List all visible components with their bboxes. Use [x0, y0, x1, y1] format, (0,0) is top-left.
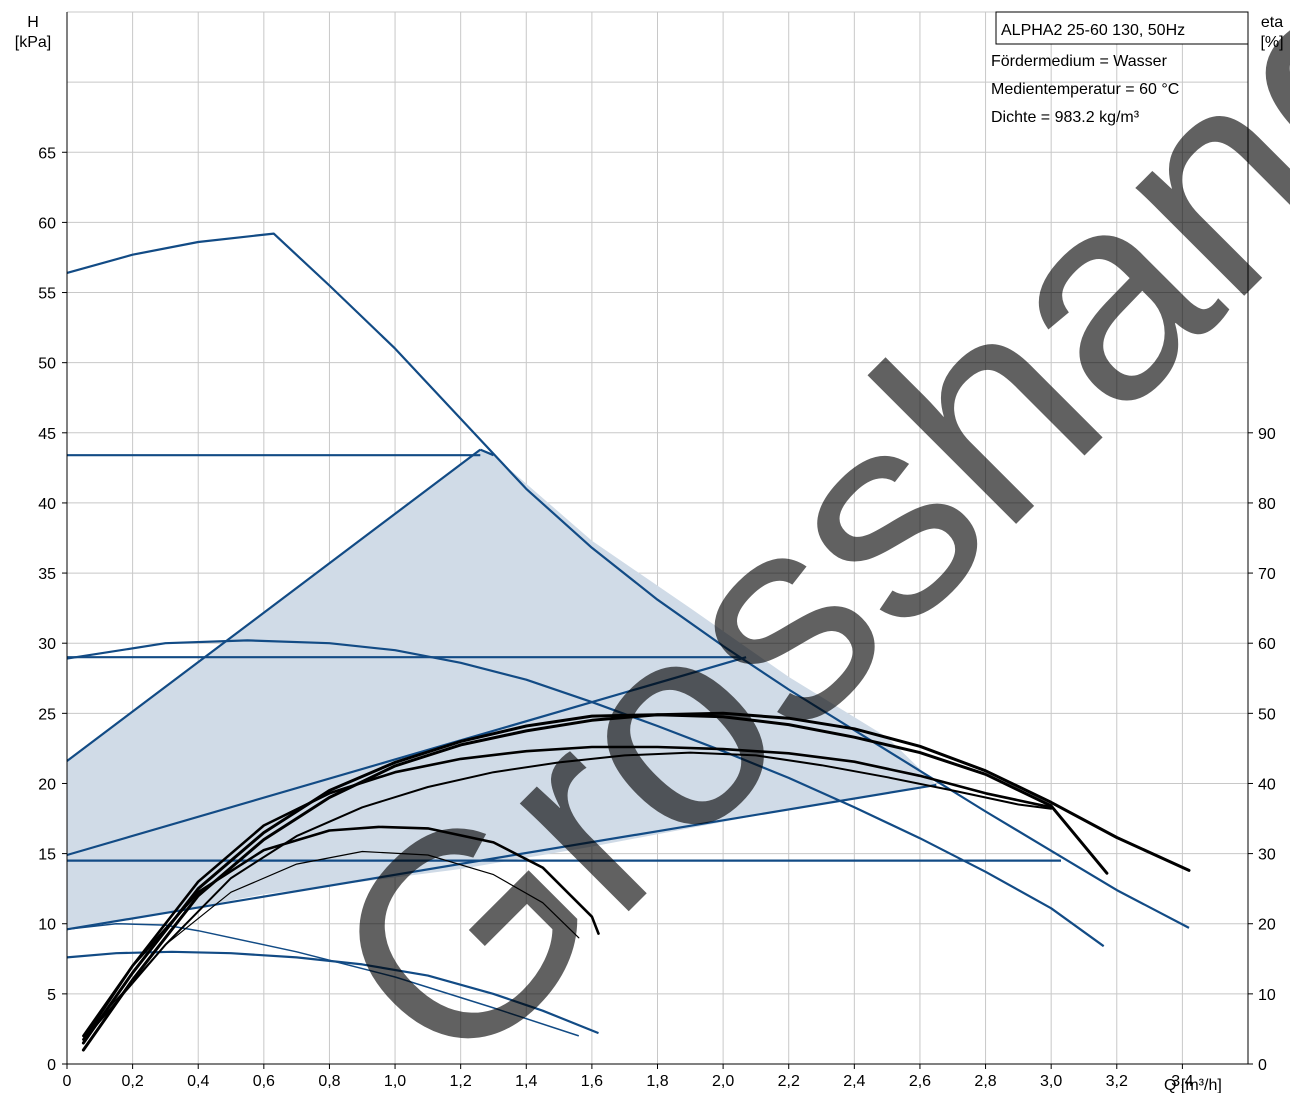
operating-region	[67, 449, 937, 930]
y-right-axis-label-symbol: eta	[1261, 14, 1283, 31]
efficiency-curve-5	[82, 825, 600, 1038]
y-left-tick-label: 40	[38, 496, 56, 513]
info-box-line-2: Medientemperatur = 60 °C	[991, 81, 1179, 98]
y-left-tick-labels: 0 5 10 15 20 25 30 35 40 45 50 55 60 65	[38, 145, 67, 1074]
y-right-tick-label: 50	[1258, 706, 1276, 723]
efficiency-curve-3	[82, 745, 1053, 1041]
x-tick-label: 0,4	[187, 1073, 209, 1090]
x-tick-label: 2,4	[843, 1073, 865, 1090]
x-tick-label: 2,2	[778, 1073, 800, 1090]
efficiency-curves-layer	[81, 711, 1191, 1052]
x-tick-label: 2,0	[712, 1073, 734, 1090]
y-left-tick-label: 60	[38, 215, 56, 232]
y-right-tick-label: 30	[1258, 847, 1276, 864]
y-left-tick-label: 20	[38, 776, 56, 793]
head-curve-9	[66, 656, 747, 857]
head-curve-8	[66, 448, 481, 762]
y-right-tick-label: 90	[1258, 426, 1276, 443]
info-box: ALPHA2 25-60 130, 50Hz Fördermedium = Wa…	[991, 11, 1249, 126]
y-right-tick-label: 80	[1258, 496, 1276, 513]
head-curve-1	[66, 232, 1190, 929]
x-tick-label: 1,4	[515, 1073, 537, 1090]
head-curve-10	[66, 783, 937, 931]
info-box-line-3: Dichte = 983.2 kg/m³	[991, 109, 1140, 126]
x-axis-label: Q [m³/h]	[1164, 1077, 1222, 1093]
y-left-axis-label-symbol: H	[27, 14, 39, 31]
info-box-title-frame	[995, 11, 1249, 45]
y-right-tick-label: 70	[1258, 566, 1276, 583]
efficiency-curve-1	[81, 711, 1191, 1052]
y-right-tick-label: 20	[1258, 917, 1276, 934]
x-tick-label: 3,4	[1171, 1073, 1193, 1090]
x-tick-label: 2,6	[909, 1073, 931, 1090]
head-curve-11	[479, 448, 494, 457]
y-right-tick-label: 10	[1258, 987, 1276, 1004]
y-right-tick-label: 0	[1258, 1057, 1267, 1074]
x-tick-label: 1,0	[384, 1073, 406, 1090]
y-left-tick-label: 55	[38, 286, 56, 303]
x-tick-label: 0,2	[121, 1073, 143, 1090]
y-right-tick-labels: 0 10 20 30 40 50 60 70 80 90	[1248, 426, 1276, 1074]
head-curves-layer	[66, 232, 1190, 1037]
efficiency-curve-6	[92, 850, 580, 1026]
head-curve-4	[66, 922, 580, 1037]
info-box-line-1: Fördermedium = Wasser	[991, 53, 1168, 70]
y-left-tick-label: 5	[47, 987, 56, 1004]
y-left-tick-label: 25	[38, 706, 56, 723]
y-left-axis-label-unit: [kPa]	[15, 34, 51, 51]
y-left-tick-label: 10	[38, 917, 56, 934]
x-tick-label: 0	[63, 1073, 72, 1090]
efficiency-curve-2	[81, 713, 1109, 1045]
y-right-tick-label: 40	[1258, 776, 1276, 793]
y-left-tick-label: 50	[38, 356, 56, 373]
y-left-tick-label: 0	[47, 1057, 56, 1074]
x-tick-label: 3,0	[1040, 1073, 1062, 1090]
y-right-tick-label: 60	[1258, 636, 1276, 653]
operating-region-layer	[67, 449, 937, 930]
x-tick-label: 0,6	[253, 1073, 275, 1090]
y-left-tick-label: 65	[38, 145, 56, 162]
y-left-tick-label: 45	[38, 426, 56, 443]
y-left-tick-label: 30	[38, 636, 56, 653]
y-right-axis-label-unit: [%]	[1260, 34, 1283, 51]
x-tick-label: 1,2	[450, 1073, 472, 1090]
y-left-tick-label: 35	[38, 566, 56, 583]
x-tick-labels: 0 0,2 0,4 0,6 0,8 1,0 1,2 1,4 1,6 1,8 2,0 2,2 2,4 2,6…	[63, 1064, 1194, 1090]
y-left-tick-label: 15	[38, 847, 56, 864]
x-tick-label: 3,2	[1106, 1073, 1128, 1090]
x-tick-label: 1,6	[581, 1073, 603, 1090]
x-tick-label: 2,8	[974, 1073, 996, 1090]
efficiency-curve-4	[92, 751, 1053, 1030]
x-tick-label: 1,8	[646, 1073, 668, 1090]
info-box-title: ALPHA2 25-60 130, 50Hz	[1001, 22, 1185, 39]
x-tick-label: 0,8	[318, 1073, 340, 1090]
